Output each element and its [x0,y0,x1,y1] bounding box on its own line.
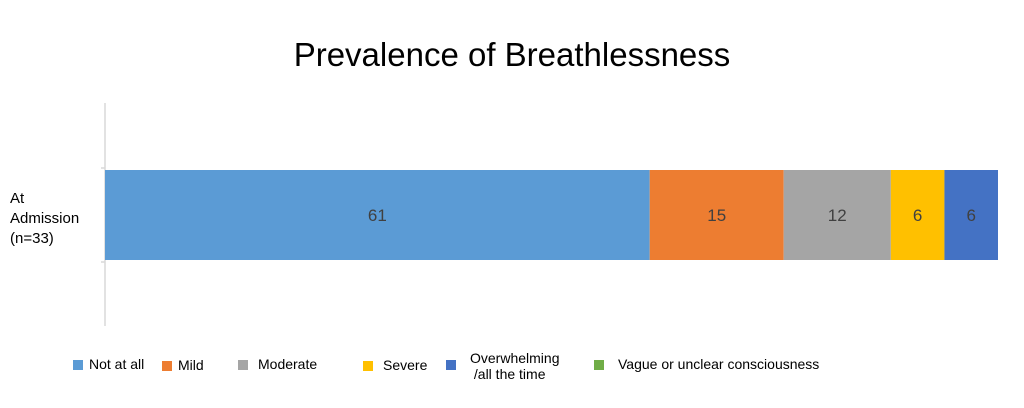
legend-label-severe: Severe [383,357,428,373]
bar-segment-severe [890,170,945,260]
chart-title: Prevalence of Breathlessness [293,36,731,73]
legend-label-moderate: Moderate [258,356,318,372]
bar-segment-moderate [783,170,891,260]
legend-swatch-overwhelming [446,360,456,370]
data-label-mild: 15 [707,206,726,225]
category-label: At Admission (n=33) [10,190,80,247]
legend-label-not-at-all: Not at all [89,356,145,372]
legend-label-mild: Mild [178,357,204,373]
legend-swatch-moderate [238,360,248,370]
bar-segment-not-at-all [105,170,650,260]
legend-label-vague: Vague or unclear consciousness [618,356,820,372]
legend-swatch-not-at-all [73,360,83,370]
legend-swatch-vague [594,360,604,370]
data-label-not-at-all: 61 [368,206,387,225]
legend: Not at all Mild Moderate Severe Overwhel… [0,350,1024,390]
data-label-overwhelming-all-the-time: 6 [966,206,975,225]
legend-swatch-mild [162,361,172,371]
legend-swatch-severe [363,361,373,371]
bar-segment-overwhelming-all-the-time [944,170,998,260]
data-label-severe: 6 [913,206,922,225]
bar-segment-mild [649,170,784,260]
data-label-moderate: 12 [828,206,847,225]
legend-label-overwhelming: Overwhelming /all the time [470,350,560,382]
